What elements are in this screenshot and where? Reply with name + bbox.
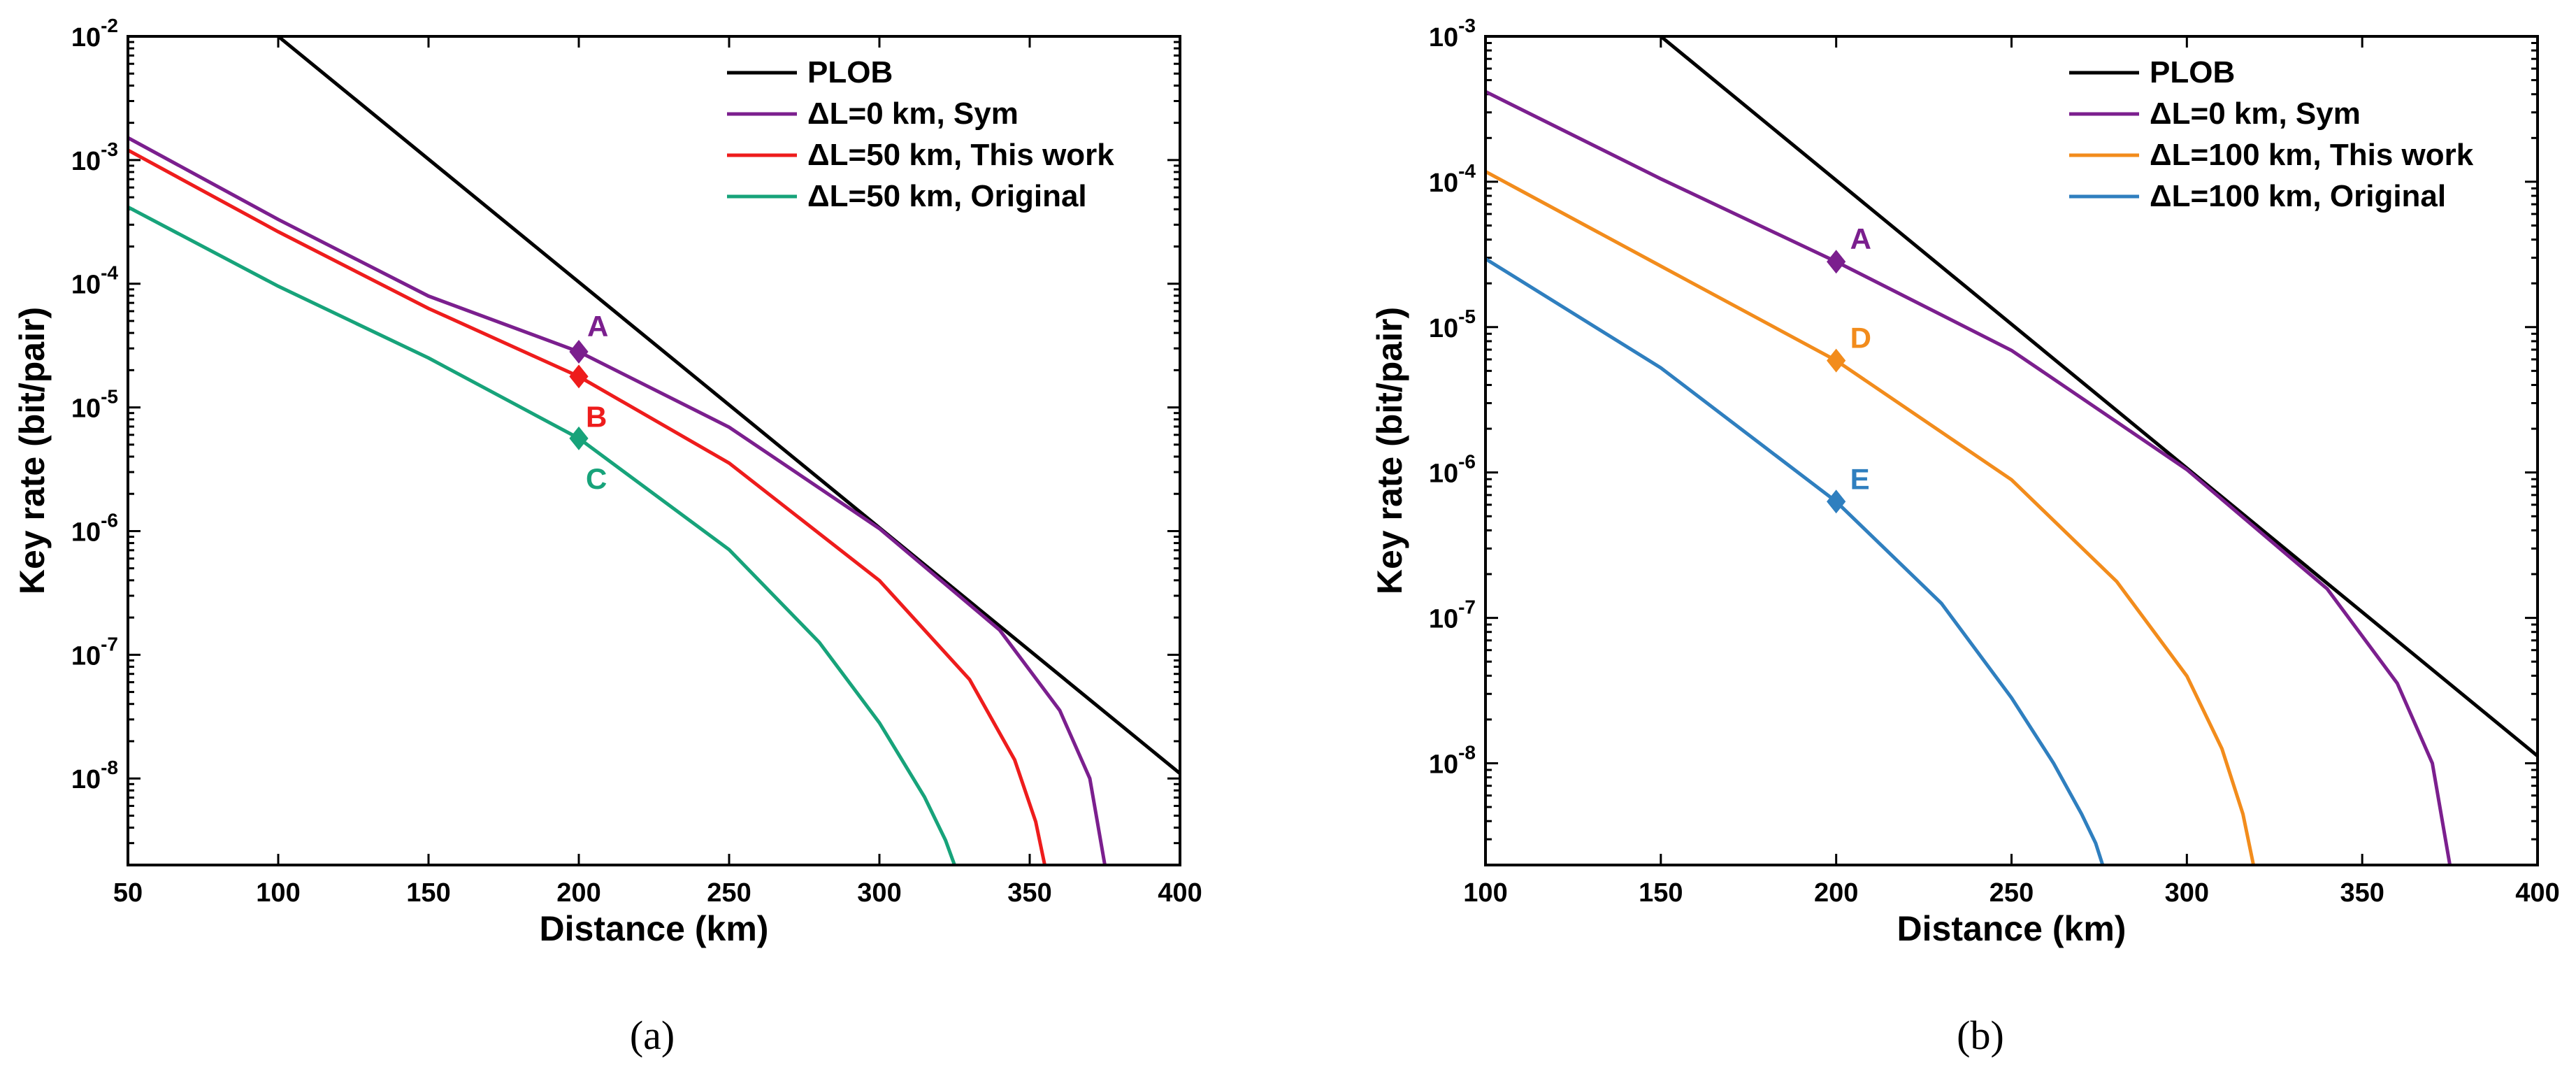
x-tick-label: 200 [1814, 878, 1858, 908]
marker-label-d: D [1850, 322, 1871, 355]
y-tick-label: 10-3 [71, 138, 118, 176]
legend-entry: ΔL=0 km, Sym [2150, 97, 2361, 131]
y-tick-label: 10-2 [71, 15, 118, 52]
y-tick-label: 10-4 [1429, 160, 1476, 198]
x-tick-label: 300 [2165, 878, 2209, 908]
series-line-0 [1660, 36, 2538, 758]
marker-label-a: A [587, 310, 608, 343]
marker-label-a: A [1850, 222, 1871, 255]
panel-caption: (a) [630, 1013, 675, 1058]
y-axis-label: Key rate (bit/pair) [1370, 307, 1409, 594]
series-line-0 [277, 36, 1180, 776]
axes-frame [1484, 35, 2539, 866]
marker-diamond-b [569, 364, 589, 389]
x-tick-label: 150 [1639, 878, 1683, 908]
legend-entry: PLOB [807, 55, 893, 90]
y-axis-label: Key rate (bit/pair) [13, 307, 52, 594]
x-tick-label: 250 [707, 878, 751, 908]
x-tick-label: 100 [1463, 878, 1507, 908]
x-tick-label: 300 [857, 878, 901, 908]
x-tick-label: 100 [256, 878, 300, 908]
x-tick-label: 400 [1158, 878, 1202, 908]
y-tick-label: 10-8 [1429, 741, 1476, 779]
x-axis-label: Distance (km) [540, 909, 769, 948]
marker-diamond-a [1827, 250, 1846, 274]
marker-label-e: E [1850, 462, 1870, 495]
x-tick-label: 250 [1989, 878, 2034, 908]
panel-caption: (b) [1957, 1013, 2004, 1058]
y-tick-label: 10-5 [1429, 306, 1476, 343]
axes-frame [127, 35, 1181, 866]
y-tick-label: 10-3 [1429, 15, 1476, 52]
series-line-1 [128, 136, 1107, 865]
x-tick-label: 150 [406, 878, 450, 908]
legend-entry: ΔL=100 km, This work [2150, 138, 2474, 172]
marker-diamond-c [569, 426, 589, 450]
marker-diamond-e [1827, 490, 1846, 514]
x-axis-label: Distance (km) [1897, 909, 2127, 948]
marker-diamond-d [1827, 348, 1846, 373]
x-tick-label: 50 [113, 878, 143, 908]
y-tick-label: 10-7 [1429, 596, 1476, 634]
y-tick-label: 10-8 [71, 757, 118, 794]
marker-diamond-a [569, 340, 589, 364]
legend-entry: ΔL=50 km, Original [807, 179, 1087, 213]
y-tick-label: 10-4 [71, 262, 119, 300]
legend-entry: PLOB [2150, 55, 2235, 90]
y-tick-label: 10-7 [71, 633, 118, 671]
x-tick-label: 350 [1007, 878, 1051, 908]
y-tick-label: 10-6 [71, 509, 118, 547]
marker-label-b: B [586, 400, 607, 433]
y-tick-label: 10-5 [71, 386, 118, 424]
series-line-2 [128, 148, 1046, 865]
chart-panel-b: 100 150 200 250 300 350 400 10-3 10-4 10-5 10-6 10-… [1370, 15, 2560, 1058]
series-group [128, 36, 1180, 865]
series-line-3 [1485, 257, 2105, 865]
marker-label-c: C [586, 462, 607, 495]
series-line-1 [1485, 90, 2452, 865]
chart-panel-a: 50 100 150 200 250 300 350 400 10-2 10-3 10-4 10-5 1… [13, 15, 1202, 1058]
x-tick-label: 350 [2340, 878, 2384, 908]
x-tick-label: 400 [2515, 878, 2559, 908]
series-line-3 [128, 205, 956, 865]
legend-entry: ΔL=0 km, Sym [807, 97, 1019, 131]
series-group [1485, 36, 2538, 865]
legend-entry: ΔL=100 km, Original [2150, 179, 2446, 213]
series-line-2 [1485, 170, 2256, 865]
y-tick-label: 10-6 [1429, 451, 1476, 489]
legend-entry: ΔL=50 km, This work [807, 138, 1114, 172]
x-tick-label: 200 [556, 878, 600, 908]
